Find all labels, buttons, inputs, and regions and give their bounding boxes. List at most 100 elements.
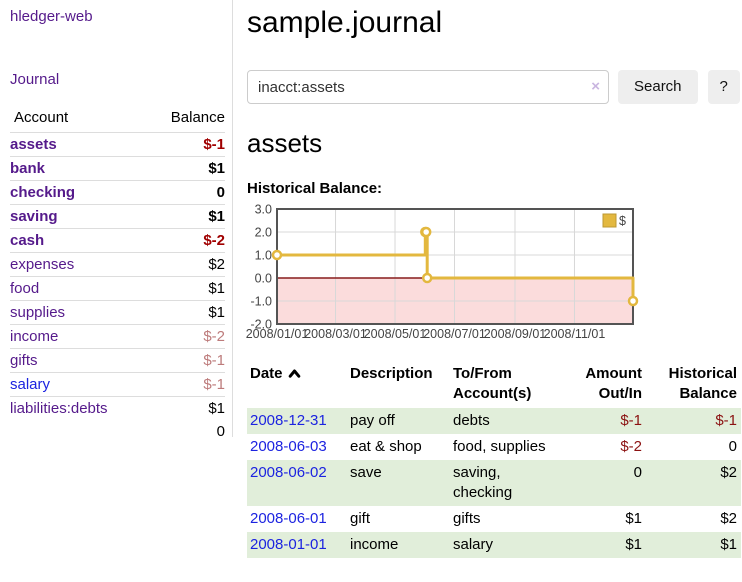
svg-text:1.0: 1.0 (255, 249, 272, 263)
svg-text:2008/11/01: 2008/11/01 (544, 327, 606, 341)
svg-text:-1.0: -1.0 (250, 295, 272, 309)
register-header-accounts: To/From Account(s) (453, 365, 532, 402)
account-row: food $1 (10, 276, 225, 301)
account-balance: $2 (144, 252, 225, 277)
account-balance: $-1 (144, 348, 225, 373)
register-header-date-label: Date (250, 365, 283, 382)
account-balance: $-2 (144, 324, 225, 349)
transaction-date-link[interactable]: 2008-06-03 (250, 438, 327, 455)
transaction-row: 2008-06-03 eat & shop food, supplies $-2 0 (247, 434, 741, 460)
search-input[interactable] (247, 70, 609, 104)
accounts-header-balance: Balance (144, 107, 225, 133)
transaction-description: pay off (350, 412, 395, 429)
account-balance: $1 (144, 204, 225, 229)
transaction-amount: $-2 (620, 438, 642, 455)
svg-text:2008/05/01: 2008/05/01 (364, 327, 427, 341)
transaction-description: save (350, 464, 382, 481)
account-row: supplies $1 (10, 300, 225, 325)
svg-text:3.0: 3.0 (255, 203, 272, 217)
register-header-date[interactable]: Date (247, 362, 347, 408)
transaction-description: eat & shop (350, 438, 422, 455)
sidebar-account-link[interactable]: gifts (10, 352, 38, 369)
page-title: sample.journal (247, 6, 443, 39)
account-row: expenses $2 (10, 252, 225, 277)
transaction-balance: $2 (720, 464, 737, 481)
transaction-row: 2008-06-01 gift gifts $1 $2 (247, 506, 741, 532)
app-title-link[interactable]: hledger-web (10, 8, 93, 25)
sidebar-account-link[interactable]: saving (10, 208, 58, 225)
account-row: cash $-2 (10, 228, 225, 253)
search-form: × Search ? (247, 70, 742, 104)
svg-text:2.0: 2.0 (255, 226, 272, 240)
svg-text:0.0: 0.0 (255, 272, 272, 286)
account-row: liabilities:debts $1 (10, 396, 225, 420)
account-row: bank $1 (10, 156, 225, 181)
transaction-balance: $-1 (715, 412, 737, 429)
chart-title: Historical Balance: (247, 180, 383, 197)
transaction-amount: $1 (625, 510, 642, 527)
transaction-row: 2008-12-31 pay off debts $-1 $-1 (247, 408, 741, 434)
accounts-header-account: Account (10, 107, 145, 133)
transaction-date-link[interactable]: 2008-06-02 (250, 464, 327, 481)
accounts-table: Account Balance assets $-1 bank $1 checking 0… (10, 107, 225, 443)
sidebar-account-link[interactable]: liabilities:debts (10, 400, 108, 417)
account-balance: 0 (144, 180, 225, 205)
sidebar-account-link[interactable]: supplies (10, 304, 66, 321)
account-balance: $1 (144, 156, 225, 181)
register-header-amount: Amount Out/In (585, 365, 642, 402)
account-row: salary $-1 (10, 372, 225, 397)
svg-text:2008/09/01: 2008/09/01 (484, 327, 547, 341)
transaction-amount: 0 (633, 464, 642, 481)
account-balance: $-1 (203, 136, 225, 153)
main-content: sample.journal × Search ? assets Histori… (233, 0, 742, 558)
transaction-accounts: food, supplies (453, 438, 546, 455)
account-heading: assets (247, 128, 323, 158)
transaction-amount: $1 (625, 536, 642, 553)
sidebar-account-link[interactable]: income (10, 328, 59, 345)
transaction-date-link[interactable]: 2008-06-01 (250, 510, 327, 527)
sidebar-account-link[interactable]: food (10, 280, 40, 297)
account-balance: $1 (144, 300, 225, 325)
sidebar: hledger-web Journal Account Balance asse… (0, 0, 233, 440)
transaction-date-link[interactable]: 2008-12-31 (250, 412, 327, 429)
transaction-row: 2008-01-01 income salary $1 $1 (247, 532, 741, 558)
transaction-balance: $2 (720, 510, 737, 527)
account-row: checking 0 (10, 180, 225, 205)
historical-balance-chart: 3.0 2.0 1.0 0.0 -1.0 -2.0 2008/01/01 2008/03/01… (240, 202, 742, 349)
svg-text:2008/01/01: 2008/01/01 (246, 327, 309, 341)
sidebar-account-link[interactable]: cash (10, 232, 45, 249)
transaction-balance: $1 (720, 536, 737, 553)
search-help-button[interactable]: ? (707, 70, 740, 104)
svg-text:-2.0: -2.0 (250, 318, 272, 332)
transaction-date-link[interactable]: 2008-01-01 (250, 536, 327, 553)
app-window: hledger-web Journal Account Balance asse… (0, 0, 742, 558)
accounts-total-value: 0 (216, 423, 225, 440)
transaction-row: 2008-06-02 save saving, checking 0 $2 (247, 460, 741, 506)
svg-text:2008/03/01: 2008/03/01 (304, 327, 367, 341)
accounts-total-row: 0 (10, 420, 225, 443)
account-row: saving $1 (10, 204, 225, 229)
transaction-accounts: gifts (453, 510, 481, 527)
sort-ascending-icon[interactable] (288, 365, 301, 385)
transaction-description: income (350, 536, 399, 553)
transaction-accounts: saving, checking (453, 464, 513, 501)
sidebar-account-link[interactable]: bank (10, 160, 46, 177)
register-table: Date Description To/From Account(s) Amou… (247, 362, 741, 558)
transaction-balance: 0 (728, 438, 737, 455)
account-balance: $-1 (144, 372, 225, 397)
account-balance: $1 (144, 396, 225, 420)
sidebar-item-journal[interactable]: Journal (10, 71, 60, 88)
transaction-amount: $-1 (620, 412, 642, 429)
sidebar-account-link[interactable]: salary (10, 376, 51, 393)
clear-search-icon[interactable]: × (591, 78, 600, 95)
register-header-description: Description (350, 365, 433, 382)
account-row: income $-2 (10, 324, 225, 349)
register-header-balance: Historical Balance (668, 365, 737, 402)
sidebar-account-link[interactable]: expenses (10, 256, 75, 273)
account-balance: $-2 (144, 228, 225, 253)
transaction-accounts: salary (453, 536, 494, 553)
sidebar-account-link[interactable]: assets (10, 136, 57, 153)
svg-text:2008/07/01: 2008/07/01 (423, 327, 486, 341)
search-button[interactable]: Search (618, 70, 698, 104)
sidebar-account-link[interactable]: checking (10, 184, 76, 201)
